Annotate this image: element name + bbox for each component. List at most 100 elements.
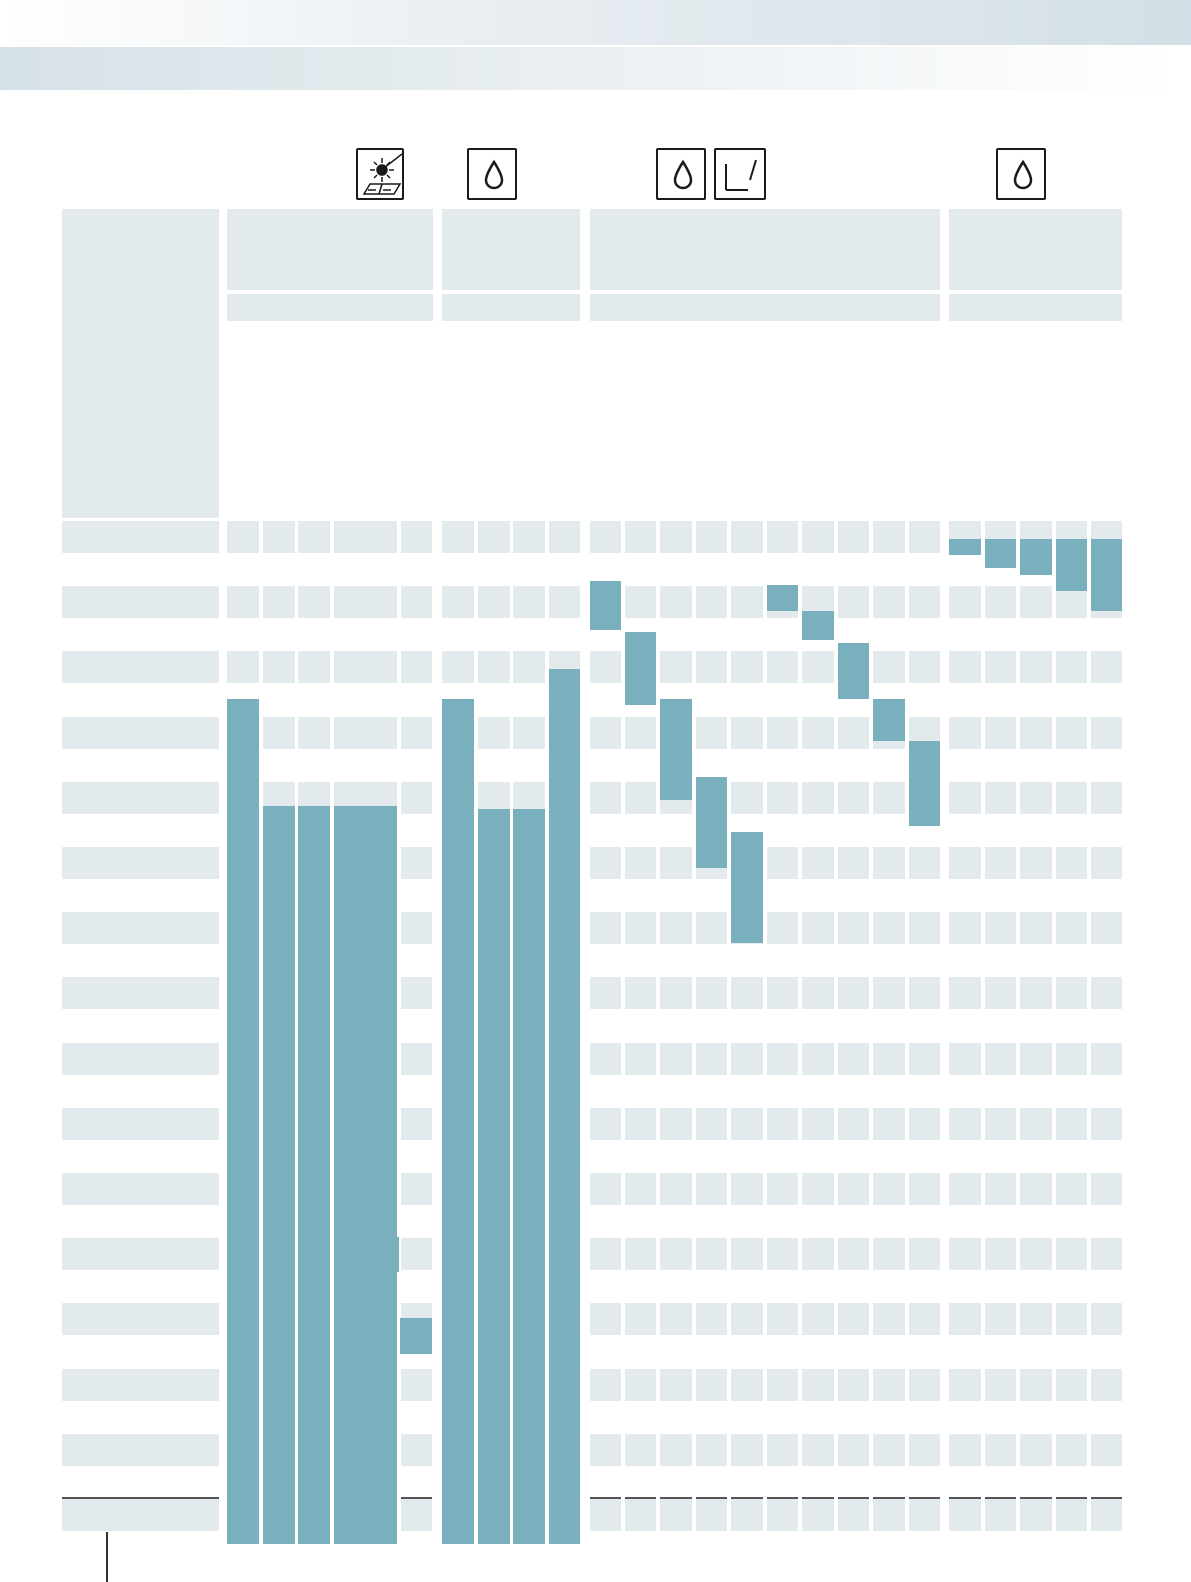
table-cell	[298, 716, 330, 749]
table-cell	[873, 781, 905, 814]
header-block-g2-sub	[442, 294, 580, 321]
table-cell	[949, 1368, 981, 1401]
table-cell	[949, 1238, 981, 1271]
header-band	[0, 0, 1191, 45]
table-cell	[625, 521, 656, 553]
table-cell	[401, 1238, 432, 1271]
table-cell	[263, 521, 295, 553]
availability-bar	[873, 698, 905, 741]
table-cell	[660, 977, 692, 1010]
table-cell	[590, 651, 621, 684]
table-cell	[767, 1107, 798, 1140]
table-cell	[1020, 1238, 1052, 1271]
table-cell	[909, 1433, 940, 1466]
table-cell	[660, 1303, 692, 1336]
table-cell	[985, 1499, 1016, 1531]
table-cell	[1020, 1107, 1052, 1140]
table-cell	[660, 1433, 692, 1466]
table-cell	[1091, 1042, 1122, 1075]
table-baseline	[731, 1497, 763, 1499]
table-cell	[767, 977, 798, 1010]
table-cell	[873, 1173, 905, 1205]
table-cell	[767, 1173, 798, 1205]
table-cell	[873, 977, 905, 1010]
table-cell	[838, 521, 869, 553]
table-cell	[298, 651, 330, 684]
table-cell	[802, 781, 834, 814]
table-cell	[1091, 1433, 1122, 1466]
table-cell	[949, 1107, 981, 1140]
table-cell	[909, 651, 940, 684]
table-cell	[802, 847, 834, 879]
table-cell	[625, 977, 656, 1010]
table-cell	[334, 586, 397, 619]
table-cell	[660, 1107, 692, 1140]
table-cell	[949, 781, 981, 814]
header-block-g3	[590, 209, 940, 290]
row-label-cell	[62, 1433, 219, 1466]
availability-bar	[590, 581, 621, 631]
table-cell	[401, 586, 432, 619]
table-cell	[1056, 1238, 1087, 1271]
table-cell	[873, 912, 905, 945]
table-cell	[590, 781, 621, 814]
table-cell	[838, 847, 869, 879]
table-cell	[696, 912, 727, 945]
table-cell	[731, 1173, 763, 1205]
table-cell	[873, 1107, 905, 1140]
table-cell	[802, 1173, 834, 1205]
table-cell	[949, 716, 981, 749]
availability-bar	[949, 538, 981, 556]
availability-bar	[838, 643, 869, 699]
table-cell	[401, 1433, 432, 1466]
table-cell	[873, 1042, 905, 1075]
table-baseline	[1091, 1497, 1122, 1499]
table-cell	[767, 1499, 798, 1531]
table-cell	[1091, 1368, 1122, 1401]
table-cell	[838, 1107, 869, 1140]
table-cell	[263, 716, 295, 749]
table-baseline	[1020, 1497, 1052, 1499]
table-cell	[1056, 651, 1087, 684]
availability-bar	[298, 806, 330, 1545]
header-block-g1	[227, 209, 433, 290]
table-baseline	[590, 1497, 621, 1499]
row-label-cell	[62, 977, 219, 1010]
table-baseline	[625, 1497, 656, 1499]
angle-line-icon	[714, 148, 766, 200]
header-block-g2	[442, 209, 580, 290]
table-cell	[767, 781, 798, 814]
table-cell	[838, 586, 869, 619]
table-cell	[873, 651, 905, 684]
table-baseline	[1056, 1497, 1087, 1499]
table-cell	[949, 586, 981, 619]
table-cell	[1091, 1238, 1122, 1271]
table-cell	[802, 521, 834, 553]
table-cell	[513, 716, 545, 749]
table-cell	[625, 847, 656, 879]
table-cell	[696, 1368, 727, 1401]
table-cell	[731, 1368, 763, 1401]
availability-bar	[478, 809, 510, 1545]
row-label-cell	[62, 716, 219, 749]
table-cell	[985, 781, 1016, 814]
laser-book-icon	[356, 148, 404, 200]
table-cell	[1091, 716, 1122, 749]
table-cell	[478, 716, 510, 749]
table-cell	[696, 1173, 727, 1205]
availability-bar	[549, 669, 580, 1545]
table-cell	[625, 586, 656, 619]
availability-bar	[334, 806, 397, 1545]
table-cell	[401, 651, 432, 684]
availability-bar	[442, 698, 474, 1545]
table-cell	[949, 651, 981, 684]
availability-bar	[227, 698, 259, 1545]
table-cell	[909, 521, 940, 553]
table-cell	[731, 1107, 763, 1140]
table-cell	[949, 912, 981, 945]
table-cell	[985, 1433, 1016, 1466]
table-cell	[696, 586, 727, 619]
table-baseline	[985, 1497, 1016, 1499]
row-label-cell	[62, 1368, 219, 1401]
table-cell	[696, 716, 727, 749]
